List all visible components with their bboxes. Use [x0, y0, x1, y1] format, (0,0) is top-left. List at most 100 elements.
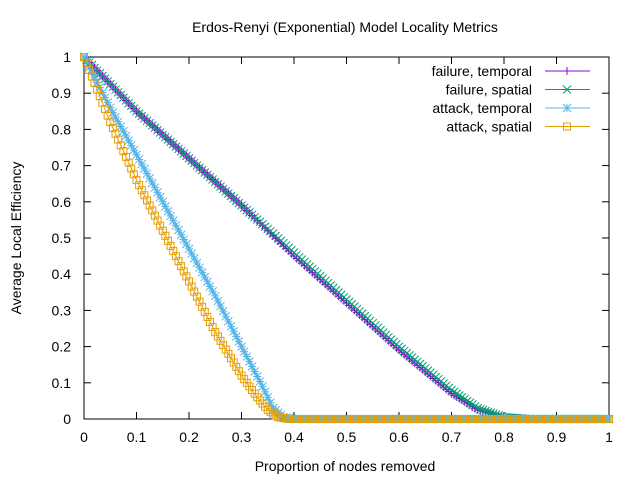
y-tick-label: 0.7 [52, 158, 72, 174]
series-2-point [247, 362, 257, 371]
series-2-point [150, 183, 160, 193]
series-2-point [121, 131, 131, 141]
y-tick-label: 0.8 [52, 121, 72, 137]
series-1-point [455, 391, 464, 400]
series-2-point [142, 169, 152, 178]
series-3-point [211, 328, 220, 337]
series-2-point [168, 216, 178, 225]
series-2-point [203, 277, 212, 287]
series-3-point [106, 118, 115, 127]
series-2-point [263, 392, 273, 402]
series-2-point [155, 192, 165, 202]
series-2-point [145, 173, 154, 183]
series-2-point [234, 337, 244, 346]
series-3-point [605, 415, 613, 423]
series-2-point [245, 357, 254, 366]
legend-item: attack, temporal [432, 100, 590, 116]
series-2-point [258, 382, 267, 391]
series-2-point [111, 112, 120, 122]
series-2-point [166, 211, 175, 221]
series-1-point [483, 407, 493, 417]
series-2-point [192, 258, 202, 268]
series-3-point [182, 272, 191, 281]
series-2-point [237, 342, 246, 351]
series-3-point [271, 411, 280, 420]
series-3-point [195, 297, 204, 306]
series-3-point [166, 241, 175, 250]
series-1-point [465, 398, 475, 408]
series-3-point [208, 323, 217, 332]
series-2-point [231, 332, 241, 341]
y-tick-label: 0.4 [52, 266, 72, 282]
series-3-point [119, 147, 128, 156]
series-1-point [460, 394, 469, 404]
series-2-point [113, 117, 123, 127]
series-3-point [174, 257, 183, 266]
series-3-point [190, 287, 199, 296]
series-1-point [468, 400, 477, 409]
series-1-point [447, 385, 456, 395]
series-2-point [213, 296, 223, 306]
x-tick-label: 0.1 [127, 429, 147, 445]
series-2-point [208, 286, 217, 296]
series-2-point [140, 164, 149, 174]
series-3-point [203, 312, 212, 321]
series-1-point [452, 389, 462, 399]
series-2-point [250, 367, 259, 376]
x-tick-label: 0.3 [232, 429, 252, 445]
series-2-point [147, 178, 157, 188]
series-2-point [119, 126, 128, 136]
series-1-point [476, 404, 485, 414]
y-tick-label: 0.6 [52, 194, 72, 210]
series-2-point [197, 268, 207, 277]
series-3-point [137, 186, 146, 195]
series-2-point [108, 108, 118, 117]
x-tick-label: 0.4 [284, 429, 304, 445]
series-2-point [189, 253, 199, 263]
x-axis-label: Proportion of nodes removed [255, 458, 436, 474]
series-3-point [177, 262, 186, 271]
series-2-point [116, 122, 126, 131]
x-tick-label: 0.7 [442, 429, 462, 445]
y-tick-label: 0.3 [52, 302, 72, 318]
series-markers [79, 52, 614, 424]
y-tick-label: 0.2 [52, 339, 72, 355]
series-2-point [105, 103, 115, 113]
series-2-point [179, 235, 189, 244]
series-2-point [255, 377, 265, 386]
series-2-point [132, 150, 141, 160]
series-2-point [224, 316, 233, 326]
series-2-point [137, 159, 147, 169]
series-3-point [187, 282, 196, 291]
series-3-point [145, 201, 154, 210]
legend: failure, temporal failure, spatial attack,… [432, 63, 590, 135]
series-2-point [129, 145, 139, 155]
legend-swatch-marker [563, 122, 571, 131]
series-2-point [124, 136, 133, 145]
series-3-point [108, 123, 117, 132]
series-2-point [229, 327, 238, 336]
series-2-point [176, 230, 186, 240]
legend-item: failure, spatial [446, 82, 590, 98]
series-2-point [221, 311, 231, 321]
series-3-point [198, 302, 207, 311]
x-tick-label: 1 [605, 429, 613, 445]
series-3-point [200, 307, 209, 316]
series-3-point [150, 211, 159, 220]
series-3-point [213, 332, 222, 341]
legend-label: failure, temporal [432, 63, 532, 79]
series-3-point [153, 216, 162, 225]
series-2-point [95, 83, 105, 92]
plot-axes: 0 0.1 0.2 0.3 0.4 0.5 0.6 0.7 0.8 0.9 1 0 0.1 0.2 0.3 0… [52, 49, 614, 445]
series-2-point [174, 225, 183, 235]
x-tick-label: 0.9 [547, 429, 567, 445]
series-3-point [229, 358, 238, 367]
series-2-point [218, 306, 228, 316]
series-3-point [122, 152, 130, 161]
series-2-point [163, 206, 173, 216]
series-3-point [129, 170, 138, 179]
x-tick-label: 0.8 [494, 429, 514, 445]
series-3-point [132, 176, 141, 185]
series-2-point [266, 398, 275, 408]
